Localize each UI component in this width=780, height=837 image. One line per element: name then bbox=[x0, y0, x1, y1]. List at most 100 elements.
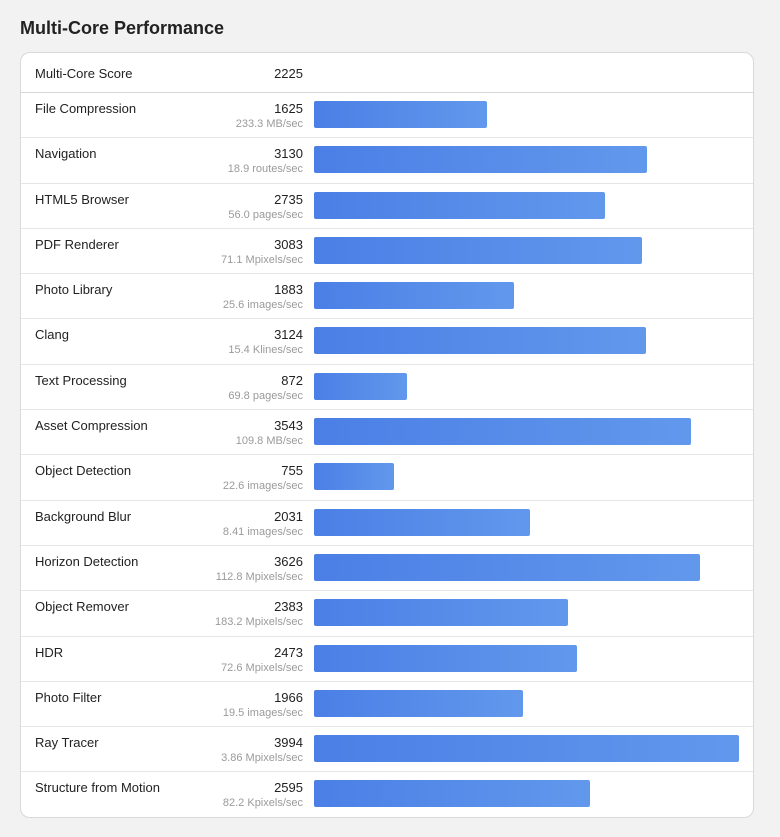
workload-score: 2383 bbox=[274, 599, 303, 615]
workload-score: 1966 bbox=[274, 689, 303, 705]
workload-row: HDR 2473 72.6 Mpixels/sec bbox=[21, 637, 753, 682]
score-bar bbox=[314, 418, 691, 446]
workload-rate: 109.8 MB/sec bbox=[235, 435, 303, 448]
workload-score: 755 bbox=[281, 463, 303, 479]
workload-name: Object Detection bbox=[35, 463, 132, 479]
workload-rate: 233.3 MB/sec bbox=[235, 118, 303, 130]
bar-track bbox=[314, 191, 739, 219]
workload-name: HTML5 Browser bbox=[35, 191, 129, 207]
multi-core-score-value: 2225 bbox=[274, 66, 303, 81]
workload-score: 3543 bbox=[274, 418, 303, 434]
workload-rate: 15.4 Klines/sec bbox=[228, 344, 303, 357]
workload-name: Photo Library bbox=[35, 282, 113, 298]
workload-row: Photo Filter 1966 19.5 images/sec bbox=[21, 682, 753, 728]
workload-rate: 183.2 Mpixels/sec bbox=[214, 616, 303, 629]
bar-track bbox=[314, 236, 739, 264]
workload-row: Navigation 3130 18.9 routes/sec bbox=[21, 138, 753, 184]
workload-rate: 82.2 Kpixels/sec bbox=[222, 797, 303, 810]
score-bar bbox=[314, 146, 648, 174]
workload-rate: 25.6 images/sec bbox=[222, 299, 303, 312]
workload-rate: 19.5 images/sec bbox=[222, 706, 303, 719]
bar-track bbox=[314, 101, 739, 128]
workload-rate: 8.41 images/sec bbox=[222, 525, 303, 538]
workload-list: File Compression 1625 233.3 MB/sec Navigati… bbox=[21, 93, 753, 817]
score-bar bbox=[314, 553, 700, 581]
bar-track bbox=[314, 146, 739, 174]
workload-rate: 69.8 pages/sec bbox=[228, 389, 303, 402]
workload-row: Object Detection 755 22.6 images/sec bbox=[21, 455, 753, 501]
workload-score: 3124 bbox=[274, 327, 303, 343]
workload-name: PDF Renderer bbox=[35, 236, 119, 252]
workload-score: 3130 bbox=[274, 146, 303, 162]
workload-row: Background Blur 2031 8.41 images/sec bbox=[21, 501, 753, 546]
workload-rate: 22.6 images/sec bbox=[222, 480, 303, 493]
workload-score: 3626 bbox=[274, 553, 303, 569]
bar-track bbox=[314, 735, 739, 763]
bar-track bbox=[314, 689, 739, 717]
score-bar bbox=[314, 599, 568, 627]
workload-row: Ray Tracer 3994 3.86 Mpixels/sec bbox=[21, 727, 753, 773]
bar-track bbox=[314, 327, 739, 355]
workload-name: Structure from Motion bbox=[35, 780, 160, 796]
workload-rate: 112.8 Mpixels/sec bbox=[215, 570, 303, 583]
workload-name: Ray Tracer bbox=[35, 735, 99, 751]
workload-score: 2031 bbox=[274, 508, 303, 524]
multi-core-score-label: Multi-Core Score bbox=[35, 66, 133, 81]
page-title: Multi-Core Performance bbox=[20, 18, 225, 38]
workload-row: Object Remover 2383 183.2 Mpixels/sec bbox=[21, 591, 753, 637]
workload-row: PDF Renderer 3083 71.1 Mpixels/sec bbox=[21, 229, 753, 275]
workload-score: 2595 bbox=[274, 780, 303, 796]
bar-track bbox=[314, 418, 739, 446]
bar-track bbox=[314, 644, 739, 672]
workload-score: 1883 bbox=[274, 282, 303, 298]
score-bar bbox=[314, 735, 739, 763]
bar-track bbox=[314, 508, 739, 536]
workload-score: 872 bbox=[281, 372, 303, 388]
workload-name: Asset Compression bbox=[35, 418, 148, 434]
bar-track bbox=[314, 599, 739, 627]
score-bar bbox=[314, 689, 524, 717]
workload-rate: 56.0 pages/sec bbox=[228, 208, 303, 221]
workload-row: Asset Compression 3543 109.8 MB/sec bbox=[21, 410, 753, 456]
score-bar bbox=[314, 327, 647, 355]
workload-rate: 71.1 Mpixels/sec bbox=[221, 253, 303, 266]
bar-track bbox=[314, 372, 739, 400]
workload-row: Text Processing 872 69.8 pages/sec bbox=[21, 365, 753, 411]
workload-row: Horizon Detection 3626 112.8 Mpixels/sec bbox=[21, 546, 753, 592]
workload-row: HTML5 Browser 2735 56.0 pages/sec bbox=[21, 184, 753, 229]
score-bar bbox=[314, 282, 515, 310]
score-bar bbox=[314, 644, 578, 672]
workload-name: Object Remover bbox=[35, 599, 129, 615]
workload-rate: 72.6 Mpixels/sec bbox=[221, 661, 303, 674]
workload-rate: 3.86 Mpixels/sec bbox=[221, 752, 303, 765]
workload-score: 2735 bbox=[274, 191, 303, 207]
workload-rate: 18.9 routes/sec bbox=[227, 163, 303, 176]
workload-name: Navigation bbox=[35, 146, 97, 162]
workload-row: Structure from Motion 2595 82.2 Kpixels/se… bbox=[21, 772, 753, 817]
workload-score: 2473 bbox=[274, 644, 303, 660]
workload-score: 3994 bbox=[274, 735, 303, 751]
bar-track bbox=[314, 282, 739, 310]
workload-score: 1625 bbox=[274, 101, 303, 116]
workload-row: Clang 3124 15.4 Klines/sec bbox=[21, 319, 753, 365]
workload-name: File Compression bbox=[35, 101, 137, 116]
score-bar bbox=[314, 191, 605, 219]
workload-name: HDR bbox=[35, 644, 64, 660]
workload-score: 3083 bbox=[274, 236, 303, 252]
workload-name: Horizon Detection bbox=[35, 553, 139, 569]
score-bar bbox=[314, 101, 487, 128]
score-bar bbox=[314, 463, 395, 491]
bar-track bbox=[314, 553, 739, 581]
workload-name: Text Processing bbox=[35, 372, 127, 388]
workload-row: File Compression 1625 233.3 MB/sec bbox=[21, 93, 753, 139]
results-card: Multi-Core Score 2225 File Compression 16… bbox=[20, 52, 754, 818]
bar-track bbox=[314, 463, 739, 491]
workload-name: Background Blur bbox=[35, 508, 132, 524]
score-bar bbox=[314, 508, 531, 536]
bar-track bbox=[314, 780, 739, 808]
score-bar bbox=[314, 372, 407, 400]
workload-name: Clang bbox=[35, 327, 69, 343]
workload-name: Photo Filter bbox=[35, 689, 102, 705]
multi-core-score-row: Multi-Core Score 2225 bbox=[21, 53, 753, 93]
